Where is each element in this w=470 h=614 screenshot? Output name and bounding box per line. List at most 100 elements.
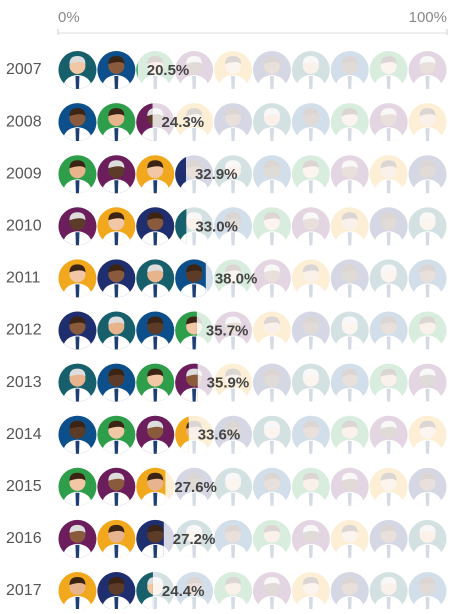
person-icon [291, 155, 330, 194]
hair [263, 420, 280, 429]
coat [218, 439, 249, 454]
person-icon [369, 363, 408, 402]
filled-icons [58, 415, 189, 454]
coat [218, 179, 249, 194]
icon-bg [369, 363, 408, 402]
coat [140, 596, 153, 610]
head [302, 110, 319, 127]
icon-figure [179, 316, 197, 350]
hair [302, 524, 319, 533]
person-icon [369, 572, 408, 610]
icon-bg [175, 467, 214, 506]
person-icon [252, 415, 291, 454]
year-label: 2009 [6, 165, 42, 182]
hair [186, 472, 203, 481]
head [341, 422, 358, 439]
icon-figure [295, 264, 326, 298]
person-icon [408, 519, 447, 558]
value-label: 27.6% [174, 479, 217, 496]
icon-figure [101, 524, 132, 558]
hair [302, 264, 319, 273]
hair [380, 368, 397, 377]
icon-bg [369, 415, 408, 454]
head [341, 579, 358, 595]
coat [179, 179, 210, 194]
icon-bg [408, 259, 447, 298]
hair [263, 264, 280, 273]
icon-figure [295, 577, 326, 610]
tie [308, 440, 313, 454]
person-icon [136, 62, 138, 78]
tie [114, 336, 119, 350]
head [302, 214, 319, 231]
head [419, 110, 436, 127]
icon-bg [369, 519, 408, 558]
tie [386, 440, 391, 454]
icon-figure [256, 577, 287, 610]
coat [412, 543, 443, 558]
icon-figure [373, 577, 404, 610]
icon-figure [295, 108, 326, 142]
hair [263, 56, 280, 64]
coat [334, 127, 365, 142]
person-icon [97, 103, 136, 142]
icon-bg [330, 51, 369, 89]
head [263, 579, 280, 595]
coat [179, 75, 210, 89]
x-tick-label: 0% [58, 9, 80, 26]
person-icon [330, 207, 369, 246]
icon-figure [101, 108, 132, 142]
coat [373, 283, 404, 298]
tie [153, 336, 158, 350]
hair [147, 264, 164, 273]
icon-bg [330, 311, 369, 350]
icon-bg [175, 208, 187, 244]
person-icon [408, 415, 447, 454]
icon-bg [291, 363, 330, 402]
icon-bg [291, 207, 330, 246]
icon-figure [218, 212, 249, 246]
hair [380, 524, 397, 533]
icon-figure [412, 108, 443, 142]
person-icon [252, 467, 291, 506]
coat [140, 127, 153, 142]
tie [114, 544, 119, 558]
hair [419, 524, 436, 533]
head [263, 422, 280, 439]
icon-bg [252, 259, 291, 298]
icon-figure [334, 368, 365, 402]
icon-figure [256, 368, 287, 402]
person-icon [136, 311, 175, 350]
coat [334, 231, 365, 246]
tie [231, 336, 236, 350]
coat [295, 543, 326, 558]
person-icon [214, 363, 253, 402]
person-icon [58, 155, 97, 194]
icon-figure [256, 212, 287, 246]
hair [380, 420, 397, 429]
icon-bg [408, 103, 447, 142]
hair [341, 108, 358, 117]
person-icon [97, 311, 136, 350]
person-icon [330, 259, 369, 298]
tie [425, 597, 430, 610]
hair [419, 472, 436, 481]
year-label: 2011 [6, 270, 41, 287]
icon-figure [140, 420, 171, 454]
tie [231, 492, 236, 506]
coat [256, 387, 287, 402]
hair [69, 160, 86, 169]
tie [231, 440, 236, 454]
hair [186, 212, 203, 221]
icon-bg [214, 572, 253, 610]
hair [380, 577, 397, 585]
coat [412, 75, 443, 89]
year-label: 2016 [6, 530, 42, 547]
head [380, 58, 397, 74]
tie [269, 232, 274, 246]
person-icon [291, 467, 330, 506]
filled-icons [58, 519, 164, 558]
tie [308, 232, 313, 246]
tie [114, 388, 119, 402]
hair [263, 524, 280, 533]
